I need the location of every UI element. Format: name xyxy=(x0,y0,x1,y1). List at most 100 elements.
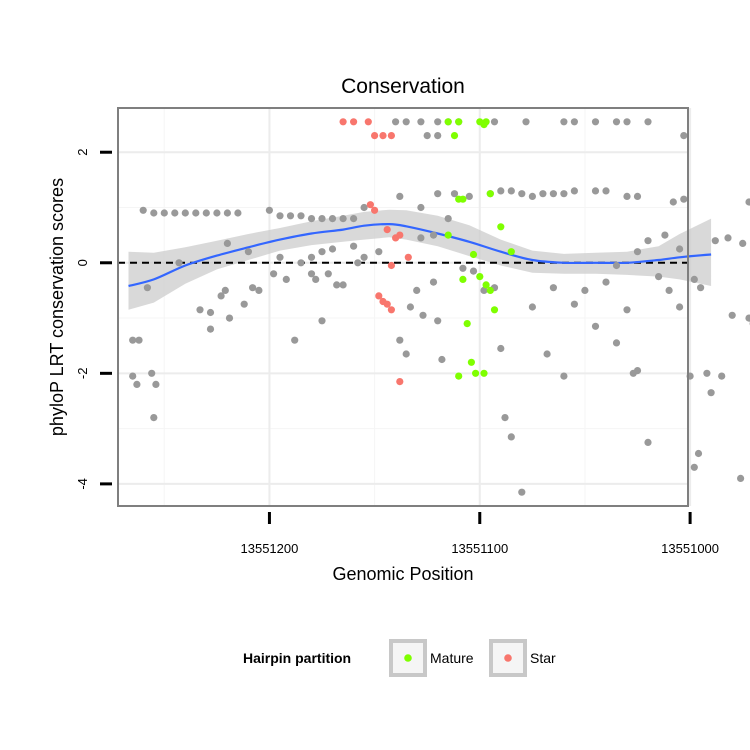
point-other xyxy=(602,187,610,195)
point-mature xyxy=(476,273,484,281)
point-other xyxy=(150,414,158,422)
point-other xyxy=(602,278,610,286)
point-other xyxy=(507,433,515,441)
point-other xyxy=(350,215,358,223)
point-other xyxy=(318,248,326,256)
point-other xyxy=(518,488,526,496)
point-other xyxy=(745,198,750,206)
point-other xyxy=(360,203,368,212)
point-other xyxy=(413,286,421,294)
point-other xyxy=(318,215,326,223)
point-mature xyxy=(497,223,505,231)
data-points xyxy=(129,118,750,496)
point-other xyxy=(276,212,284,220)
legend-label-star: Star xyxy=(530,650,556,666)
point-other xyxy=(480,286,488,294)
point-other xyxy=(417,203,425,212)
x-tick-label: 13551000 xyxy=(661,541,719,556)
point-other xyxy=(549,284,558,292)
point-other xyxy=(171,209,179,217)
point-other xyxy=(221,286,229,294)
point-other xyxy=(497,187,505,195)
point-other xyxy=(644,237,652,245)
point-other xyxy=(434,118,442,126)
point-star xyxy=(379,132,387,140)
point-other xyxy=(192,209,200,217)
point-other xyxy=(234,209,242,217)
point-other xyxy=(255,286,263,294)
point-other xyxy=(402,118,410,126)
point-other xyxy=(539,190,547,198)
point-other xyxy=(665,286,673,294)
point-mature xyxy=(490,306,499,314)
point-other xyxy=(175,259,183,267)
point-other xyxy=(396,192,404,200)
point-other xyxy=(745,314,750,322)
point-star xyxy=(396,378,404,386)
point-other xyxy=(644,118,652,126)
point-other xyxy=(129,372,137,380)
point-other xyxy=(612,261,621,270)
point-star xyxy=(383,300,391,308)
point-other xyxy=(591,118,600,126)
point-other xyxy=(633,367,642,375)
point-mature xyxy=(482,281,490,289)
point-mature xyxy=(507,248,515,256)
point-other xyxy=(518,190,526,198)
point-other xyxy=(711,237,719,245)
point-star xyxy=(404,253,412,261)
point-mature xyxy=(455,372,463,380)
x-tick-label: 13551200 xyxy=(241,541,299,556)
point-other xyxy=(223,209,231,217)
point-other xyxy=(333,281,341,289)
point-other xyxy=(570,187,579,195)
point-other xyxy=(703,369,711,377)
y-tick-label: -2 xyxy=(75,368,90,380)
point-other xyxy=(324,270,332,278)
point-other xyxy=(429,278,438,286)
point-other xyxy=(501,414,509,422)
point-other xyxy=(644,438,652,446)
point-other xyxy=(307,253,316,261)
point-other xyxy=(291,336,299,344)
point-other xyxy=(655,273,663,281)
point-other xyxy=(129,336,137,344)
point-other xyxy=(528,303,537,311)
point-other xyxy=(307,270,316,278)
point-mature xyxy=(463,320,471,328)
point-other xyxy=(549,190,558,198)
point-other xyxy=(694,449,703,458)
point-other xyxy=(307,215,316,223)
legend: Hairpin partition Mature Star xyxy=(243,639,556,677)
point-other xyxy=(697,284,705,292)
point-other xyxy=(633,192,642,200)
point-other xyxy=(591,322,600,330)
point-other xyxy=(490,118,499,126)
point-other xyxy=(690,275,698,283)
point-other xyxy=(444,215,452,223)
point-other xyxy=(249,284,257,292)
point-star xyxy=(364,118,372,126)
point-other xyxy=(244,248,252,256)
point-mature xyxy=(455,118,463,126)
point-other xyxy=(213,209,221,217)
point-other xyxy=(680,132,688,140)
point-other xyxy=(669,198,677,206)
point-other xyxy=(135,336,143,344)
point-other xyxy=(438,355,446,364)
point-other xyxy=(350,242,358,250)
point-mature xyxy=(469,250,478,259)
axes: 13551200 13551100 13551000 -4 -2 0 2 xyxy=(75,107,719,556)
legend-label-mature: Mature xyxy=(430,650,474,666)
point-star xyxy=(387,306,395,314)
point-other xyxy=(434,190,442,198)
point-other xyxy=(217,292,225,300)
point-mature xyxy=(450,132,459,140)
point-star xyxy=(383,226,391,234)
point-star xyxy=(350,118,358,126)
point-other xyxy=(676,245,684,253)
point-other xyxy=(417,118,425,126)
point-other xyxy=(469,267,478,275)
point-other xyxy=(560,372,568,380)
